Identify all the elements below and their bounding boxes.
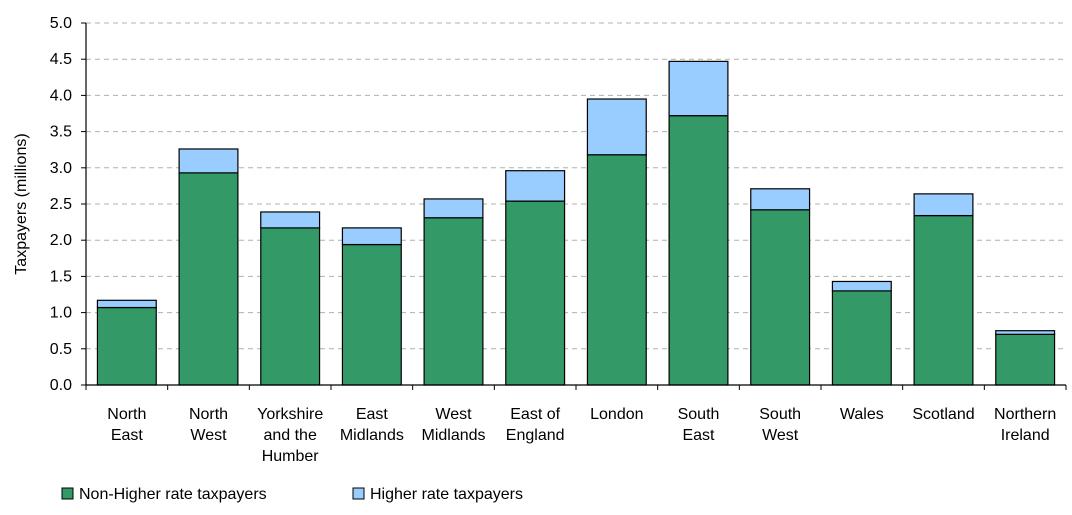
y-tick-label: 4.5	[50, 51, 72, 68]
y-tick-label: 2.5	[50, 196, 72, 213]
x-tick-label: East of England	[506, 406, 565, 444]
y-tick-label: 3.0	[50, 160, 72, 177]
bar-higher-rate	[750, 188, 811, 211]
bar-non-higher-rate	[96, 306, 157, 386]
bar-higher-rate	[668, 60, 729, 117]
x-tick-label: Wales	[840, 406, 884, 423]
y-tick-label: 4.0	[50, 87, 72, 104]
gridlines	[86, 22, 1066, 350]
x-tick-label: North West	[189, 406, 228, 444]
x-tick-labels: North East North West Yorkshire and the Humber…	[107, 406, 1056, 465]
legend: Non-Higher rate taxpayers Higher rate tax…	[61, 486, 523, 503]
bar-non-higher-rate	[586, 154, 647, 386]
x-tick-label: South West	[759, 406, 801, 444]
x-tick-label: London	[590, 406, 643, 423]
bar-higher-rate	[178, 148, 239, 174]
y-tick-label: 5.0	[50, 15, 72, 32]
bar-higher-rate	[505, 170, 566, 202]
x-tick-label: West Midlands	[421, 406, 485, 444]
y-axis-label: Taxpayers (millions)	[13, 133, 30, 274]
x-tick-label: South East	[678, 406, 720, 444]
bar-higher-rate	[341, 227, 402, 246]
x-tick-label: Northern Ireland	[994, 406, 1056, 444]
bar-higher-rate	[831, 280, 892, 292]
bar-higher-rate	[96, 299, 157, 309]
x-tick-label: Scotland	[912, 406, 974, 423]
bar-non-higher-rate	[178, 172, 239, 386]
bar-non-higher-rate	[341, 243, 402, 386]
legend-swatch	[352, 487, 365, 500]
bar-non-higher-rate	[750, 209, 811, 386]
y-tick-label: 1.0	[50, 305, 72, 322]
bar-higher-rate	[913, 193, 974, 217]
bar-higher-rate	[423, 198, 484, 219]
bar-higher-rate	[260, 211, 321, 229]
legend-label: Higher rate taxpayers	[370, 486, 523, 503]
x-tick-label: East Midlands	[340, 406, 404, 444]
bar-non-higher-rate	[505, 200, 566, 386]
bar-higher-rate	[995, 330, 1056, 335]
bar-non-higher-rate	[831, 290, 892, 386]
y-tick-label: 1.5	[50, 268, 72, 285]
bar-non-higher-rate	[423, 217, 484, 386]
y-tick-label: 0.0	[50, 377, 72, 394]
bar-non-higher-rate	[668, 115, 729, 386]
bar-higher-rate	[586, 98, 647, 156]
x-tick-label: Yorkshire and the Humber	[257, 406, 323, 465]
bar-non-higher-rate	[995, 333, 1056, 386]
bar-non-higher-rate	[913, 214, 974, 386]
y-tick-labels: 0.0 0.5 1.0 1.5 2.0 2.5 3.0 3.5 4.0 4.5 5.0	[50, 15, 86, 394]
y-tick-label: 2.0	[50, 232, 72, 249]
legend-swatch	[61, 487, 74, 500]
bar-non-higher-rate	[260, 227, 321, 386]
x-tick-label: North East	[107, 406, 146, 444]
y-tick-label: 0.5	[50, 341, 72, 358]
y-tick-label: 3.5	[50, 124, 72, 141]
legend-label: Non-Higher rate taxpayers	[79, 486, 267, 503]
bars	[96, 60, 1056, 386]
